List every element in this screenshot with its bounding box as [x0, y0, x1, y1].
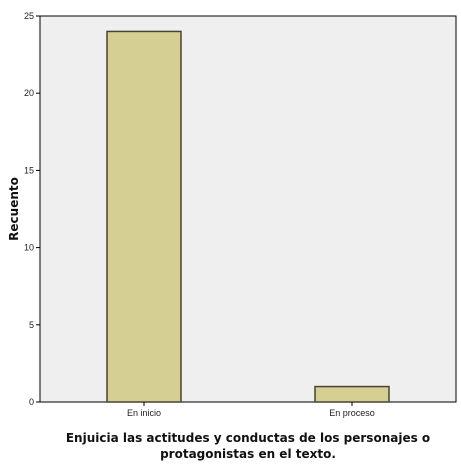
y-tick-label: 20 [24, 88, 34, 98]
y-tick-label: 15 [24, 165, 34, 175]
x-axis-title-line-1: Enjuicia las actitudes y conductas de lo… [66, 431, 430, 445]
x-tick-label: En inicio [127, 408, 161, 418]
x-axis-title-line-2: protagonistas en el texto. [160, 447, 336, 461]
bar [107, 31, 181, 402]
y-axis-ticks: 0 5 10 15 20 25 [24, 11, 40, 407]
y-tick-label: 5 [29, 320, 34, 330]
x-tick-label: En proceso [329, 408, 375, 418]
y-axis-title: Recuento [7, 177, 21, 241]
y-tick-label: 25 [24, 11, 34, 21]
y-tick-label: 0 [29, 397, 34, 407]
y-tick-label: 10 [24, 243, 34, 253]
x-axis-ticks: En inicio En proceso [127, 402, 375, 418]
plot-area [40, 16, 456, 402]
bar [315, 387, 389, 402]
